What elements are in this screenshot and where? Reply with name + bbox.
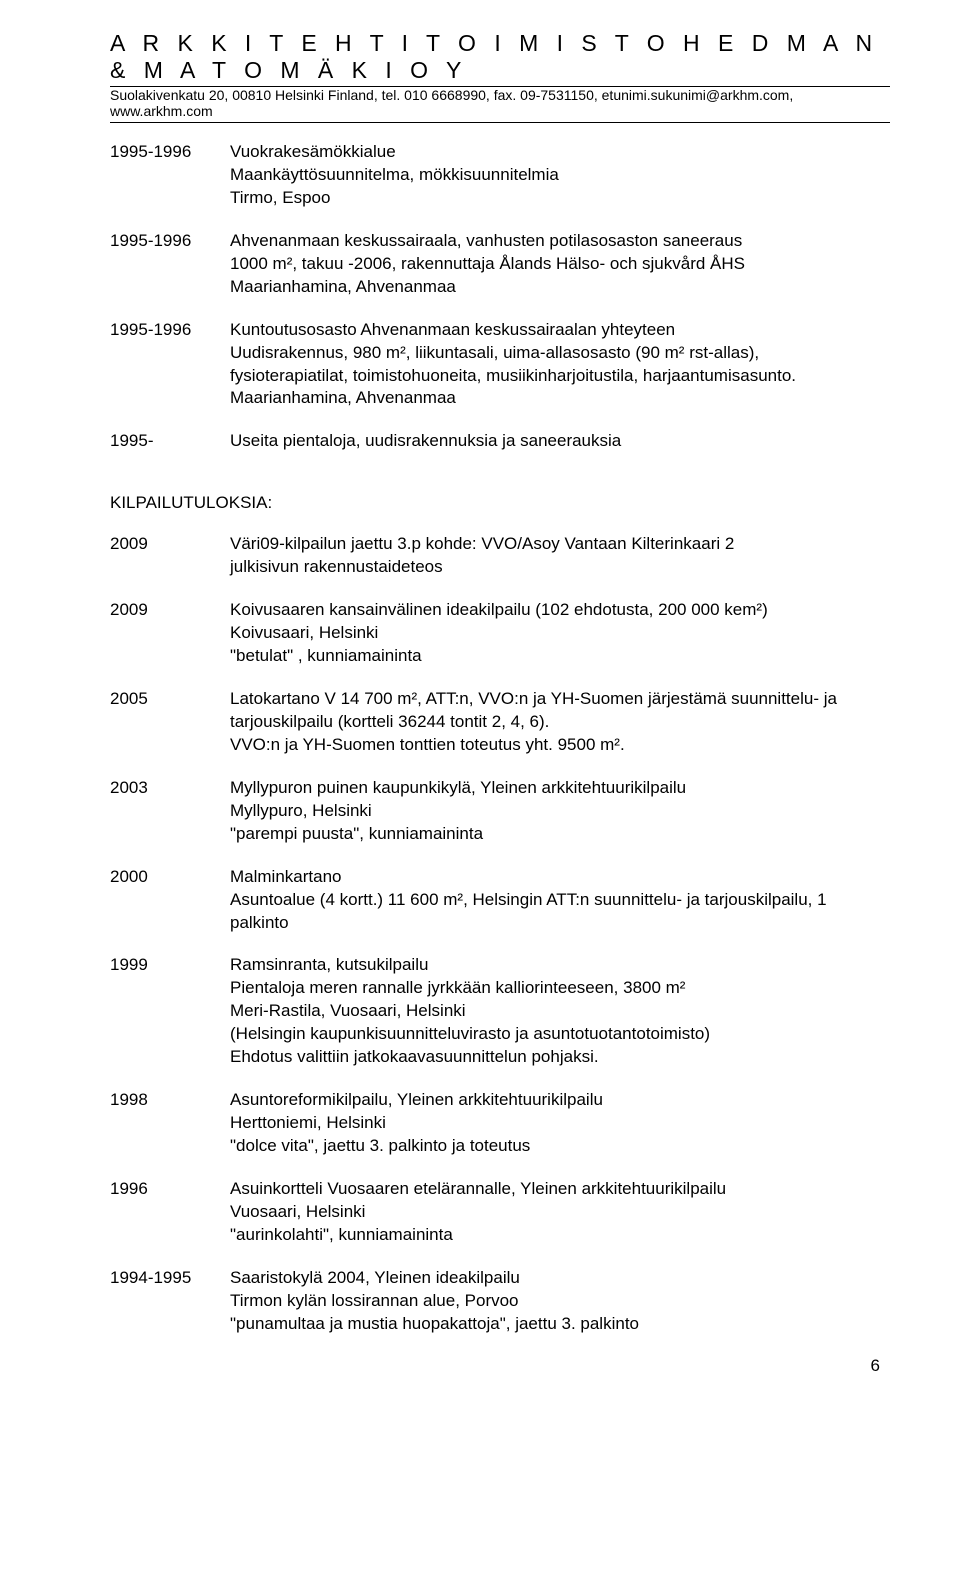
project-desc: Useita pientaloja, uudisrakennuksia ja s… bbox=[230, 430, 890, 453]
competition-entry: 1999 Ramsinranta, kutsukilpailuPientaloj… bbox=[110, 954, 890, 1069]
project-desc: Kuntoutusosasto Ahvenanmaan keskussairaa… bbox=[230, 319, 890, 411]
competition-year: 2009 bbox=[110, 599, 230, 668]
competition-desc: Latokartano V 14 700 m², ATT:n, VVO:n ja… bbox=[230, 688, 890, 757]
project-entry: 1995-1996 VuokrakesämökkialueMaankäyttös… bbox=[110, 141, 890, 210]
projects-list: 1995-1996 VuokrakesämökkialueMaankäyttös… bbox=[110, 141, 890, 453]
competition-year: 2009 bbox=[110, 533, 230, 579]
competition-desc: Koivusaaren kansainvälinen ideakilpailu … bbox=[230, 599, 890, 668]
competition-desc: Asuntoreformikilpailu, Yleinen arkkiteht… bbox=[230, 1089, 890, 1158]
competition-entry: 2005 Latokartano V 14 700 m², ATT:n, VVO… bbox=[110, 688, 890, 757]
competition-entry: 1994-1995 Saaristokylä 2004, Yleinen ide… bbox=[110, 1267, 890, 1336]
competition-year: 1998 bbox=[110, 1089, 230, 1158]
header-title: A R K K I T E H T I T O I M I S T O H E … bbox=[110, 30, 890, 84]
competition-entry: 2000 MalminkartanoAsuntoalue (4 kortt.) … bbox=[110, 866, 890, 935]
project-desc: Ahvenanmaan keskussairaala, vanhusten po… bbox=[230, 230, 890, 299]
header-subtitle: Suolakivenkatu 20, 00810 Helsinki Finlan… bbox=[110, 87, 890, 119]
competition-desc: Ramsinranta, kutsukilpailuPientaloja mer… bbox=[230, 954, 890, 1069]
document-page: A R K K I T E H T I T O I M I S T O H E … bbox=[0, 0, 960, 1416]
competition-year: 1996 bbox=[110, 1178, 230, 1247]
project-year: 1995- bbox=[110, 430, 230, 453]
project-year: 1995-1996 bbox=[110, 230, 230, 299]
competition-desc: Myllypuron puinen kaupunkikylä, Yleinen … bbox=[230, 777, 890, 846]
project-entry: 1995-1996 Kuntoutusosasto Ahvenanmaan ke… bbox=[110, 319, 890, 411]
project-entry: 1995-1996 Ahvenanmaan keskussairaala, va… bbox=[110, 230, 890, 299]
competition-year: 2005 bbox=[110, 688, 230, 757]
header-rule-bottom bbox=[110, 122, 890, 123]
project-entry: 1995- Useita pientaloja, uudisrakennuksi… bbox=[110, 430, 890, 453]
project-year: 1995-1996 bbox=[110, 319, 230, 411]
competition-desc: Saaristokylä 2004, Yleinen ideakilpailuT… bbox=[230, 1267, 890, 1336]
competitions-heading: KILPAILUTULOKSIA: bbox=[110, 493, 890, 513]
competition-entry: 1998 Asuntoreformikilpailu, Yleinen arkk… bbox=[110, 1089, 890, 1158]
competition-year: 1999 bbox=[110, 954, 230, 1069]
competition-year: 1994-1995 bbox=[110, 1267, 230, 1336]
competition-desc: Asuinkortteli Vuosaaren etelärannalle, Y… bbox=[230, 1178, 890, 1247]
competition-year: 2000 bbox=[110, 866, 230, 935]
competition-year: 2003 bbox=[110, 777, 230, 846]
project-desc: VuokrakesämökkialueMaankäyttösuunnitelma… bbox=[230, 141, 890, 210]
competition-entry: 2009 Koivusaaren kansainvälinen ideakilp… bbox=[110, 599, 890, 668]
competition-entry: 2009 Väri09-kilpailun jaettu 3.p kohde: … bbox=[110, 533, 890, 579]
competition-desc: MalminkartanoAsuntoalue (4 kortt.) 11 60… bbox=[230, 866, 890, 935]
project-year: 1995-1996 bbox=[110, 141, 230, 210]
page-number: 6 bbox=[110, 1356, 890, 1376]
competition-entry: 2003 Myllypuron puinen kaupunkikylä, Yle… bbox=[110, 777, 890, 846]
competition-desc: Väri09-kilpailun jaettu 3.p kohde: VVO/A… bbox=[230, 533, 890, 579]
competitions-list: 2009 Väri09-kilpailun jaettu 3.p kohde: … bbox=[110, 533, 890, 1335]
competition-entry: 1996 Asuinkortteli Vuosaaren etelärannal… bbox=[110, 1178, 890, 1247]
